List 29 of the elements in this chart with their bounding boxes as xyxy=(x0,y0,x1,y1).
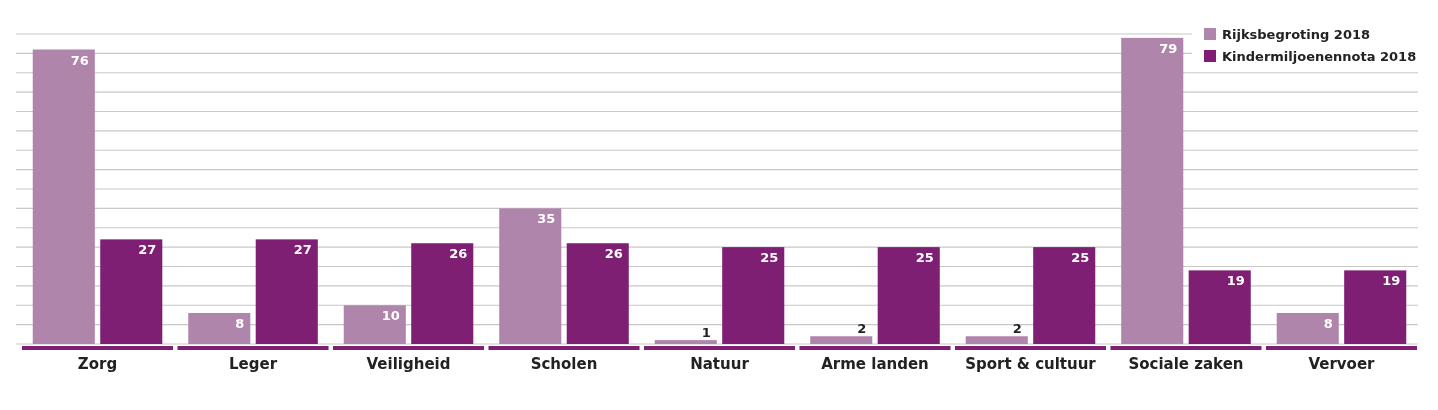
data-label: 26 xyxy=(449,246,468,262)
data-label: 35 xyxy=(537,211,556,227)
legend-label: Rijksbegroting 2018 xyxy=(1222,27,1371,42)
x-tick-label: Leger xyxy=(229,355,278,373)
data-label: 2 xyxy=(857,321,867,337)
data-label: 26 xyxy=(604,246,623,262)
data-label: 25 xyxy=(1071,250,1090,266)
x-tick-label: Sociale zaken xyxy=(1128,355,1244,373)
data-label: 25 xyxy=(760,250,779,266)
data-label: 8 xyxy=(235,316,245,331)
data-label: 27 xyxy=(293,242,312,258)
x-tick-label: Zorg xyxy=(77,355,118,373)
data-label: 19 xyxy=(1382,273,1401,289)
data-label: 25 xyxy=(915,250,934,266)
x-tick-label: Scholen xyxy=(530,355,598,373)
data-label: 10 xyxy=(381,308,400,324)
data-label: 76 xyxy=(70,52,89,68)
data-label: 27 xyxy=(138,242,157,258)
data-label: 2 xyxy=(1012,321,1022,337)
x-tick-label: Natuur xyxy=(690,355,750,373)
data-label: 1 xyxy=(701,325,711,341)
x-tick-label: Sport & cultuur xyxy=(965,355,1097,373)
data-label: 79 xyxy=(1159,40,1178,56)
x-tick-label: Arme landen xyxy=(821,355,929,373)
legend-label: Kindermiljoenennota 2018 xyxy=(1222,49,1417,64)
data-label: 19 xyxy=(1226,273,1245,289)
x-tick-label: Veiligheid xyxy=(366,355,451,373)
data-label: 8 xyxy=(1323,316,1333,331)
x-tick-label: Vervoer xyxy=(1308,355,1376,373)
